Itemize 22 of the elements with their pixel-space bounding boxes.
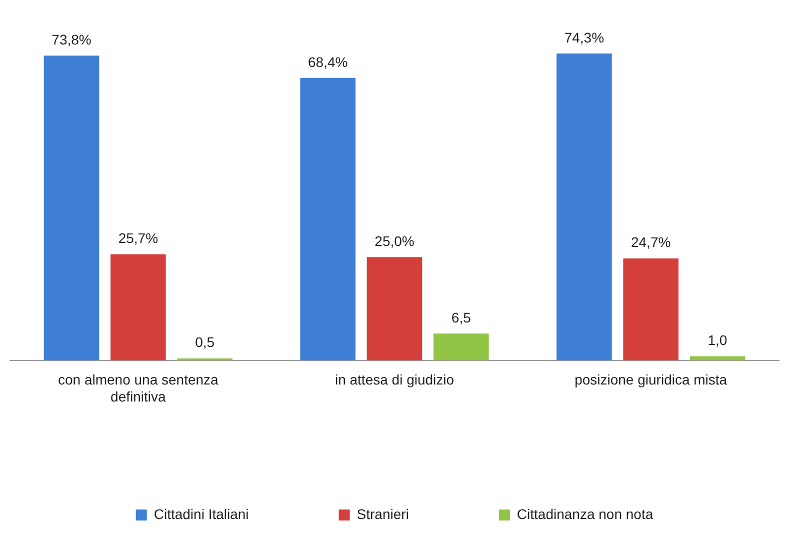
- x-tick-label: posizione giuridica mista: [574, 372, 728, 388]
- legend-label: Cittadinanza non nota: [516, 506, 654, 522]
- x-tick-label: in attesa di giudizio: [334, 372, 454, 388]
- bar: [44, 56, 100, 360]
- bar: [110, 254, 166, 360]
- bar: [366, 257, 422, 360]
- data-label: 73,8%: [52, 31, 92, 48]
- data-label: 74,3%: [564, 29, 604, 46]
- bar: [300, 78, 356, 360]
- bar: [556, 54, 612, 360]
- data-label: 0,5: [195, 334, 215, 350]
- data-label: 25,0%: [374, 233, 414, 250]
- data-label: 1,0: [708, 332, 728, 348]
- data-label: 68,4%: [308, 54, 348, 70]
- legend-label: Cittadini Italiani: [154, 506, 249, 522]
- data-label: 6,5: [451, 309, 472, 326]
- bar: [433, 334, 489, 360]
- legend-label: Stranieri: [356, 506, 409, 522]
- x-tick-label: con almeno una sentenza definitiva: [58, 372, 219, 404]
- data-label: 25,7%: [118, 230, 158, 246]
- bar: [623, 258, 678, 360]
- data-label: 24,7%: [630, 234, 671, 250]
